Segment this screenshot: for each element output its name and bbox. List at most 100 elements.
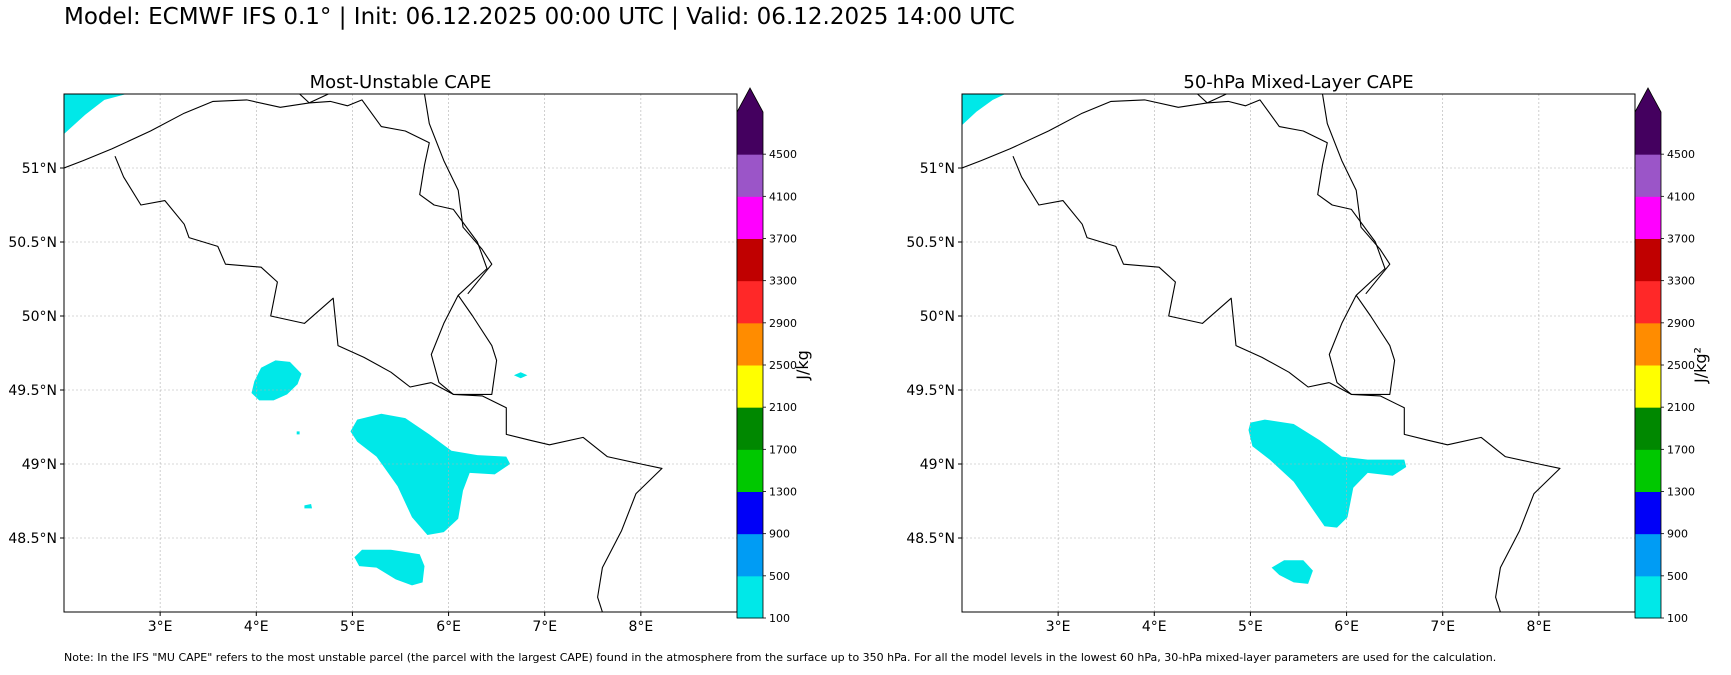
y-tick-label: 49°N [22, 457, 57, 473]
chart-figure: Most-Unstable CAPE 3°E 4°E 5°E 6°E 7°E 8°E 48.5… [8, 72, 1710, 635]
colorbar-tick-label: 100 [769, 612, 790, 625]
y-tick-label: 49°N [920, 457, 955, 473]
footnote: Note: In the IFS "MU CAPE" refers to the… [64, 651, 1497, 664]
colorbar-tick-label: 1700 [1667, 443, 1695, 456]
x-tick-label: 7°E [1430, 619, 1455, 635]
colorbar-segment [1635, 449, 1661, 492]
colorbar-segment [1635, 407, 1661, 450]
country-border [962, 94, 1227, 169]
y-tick-label: 50.5°N [8, 235, 57, 251]
y-tick-label: 50°N [22, 309, 57, 325]
colorbar-tick-label: 2500 [1667, 359, 1695, 372]
country-border [423, 94, 493, 295]
colorbar-tick-label: 4100 [1667, 190, 1695, 203]
colorbar-tick-label: 500 [1667, 570, 1688, 583]
colorbar-segment [737, 154, 763, 197]
map-area [962, 94, 1635, 612]
colorbar-segment [1635, 533, 1661, 577]
y-tick-label: 48.5°N [906, 531, 955, 547]
country-border [64, 94, 329, 169]
map-frame [63, 93, 738, 613]
colorbar-segment [1635, 154, 1661, 197]
colorbar-tick-label: 1700 [769, 443, 797, 456]
colorbar-segment [737, 575, 763, 619]
colorbar-segment [737, 112, 763, 155]
colorbar-segment [737, 533, 763, 577]
colorbar-extend-arrow [737, 88, 763, 112]
colorbar-tick-label: 1300 [1667, 486, 1695, 499]
colorbar-segment [737, 491, 763, 535]
colorbar-tick-label: 3300 [769, 275, 797, 288]
cape-area [64, 94, 127, 134]
cape-area [354, 549, 425, 586]
y-tick-label: 51°N [920, 161, 955, 177]
cape-area [304, 504, 312, 509]
x-tick-label: 5°E [1238, 619, 1263, 635]
colorbar-segment [737, 365, 763, 408]
colorbar-segment [737, 280, 763, 324]
colorbar-tick-label: 100 [1667, 612, 1688, 625]
colorbar-tick-label: 4100 [769, 190, 797, 203]
x-tick-label: 4°E [1142, 619, 1167, 635]
colorbar-segment [1635, 280, 1661, 324]
cape-area [1271, 560, 1313, 584]
colorbar-tick-label: 1300 [769, 486, 797, 499]
cape-area [513, 372, 528, 379]
panel-title: 50-hPa Mixed-Layer CAPE [1183, 72, 1413, 93]
cape-area [1248, 419, 1407, 528]
colorbar-extend-arrow [1635, 88, 1661, 112]
country-border [1197, 94, 1386, 296]
colorbar-frame [1634, 87, 1662, 619]
x-tick-label: 6°E [1334, 619, 1359, 635]
colorbar-tick-label: 3300 [1667, 275, 1695, 288]
x-tick-label: 8°E [628, 619, 653, 635]
colorbar-segment [1635, 196, 1661, 239]
cape-area [350, 413, 511, 535]
colorbar-segment [737, 196, 763, 239]
colorbar-segment [1635, 322, 1661, 366]
cape-area [962, 94, 1006, 126]
colorbar-tick-label: 4500 [769, 148, 797, 161]
x-tick-label: 6°E [436, 619, 461, 635]
y-tick-label: 50°N [920, 309, 955, 325]
cape-area [296, 431, 300, 435]
y-tick-label: 50.5°N [906, 235, 955, 251]
y-tick-label: 51°N [22, 161, 57, 177]
colorbar-tick-label: 4500 [1667, 148, 1695, 161]
colorbar-tick-label: 2100 [769, 401, 797, 414]
country-border [1328, 294, 1396, 395]
colorbar-tick-label: 3700 [769, 233, 797, 246]
colorbar-tick-label: 3700 [1667, 233, 1695, 246]
y-tick-label: 48.5°N [8, 531, 57, 547]
cape-area [251, 360, 302, 401]
colorbar-segment [1635, 238, 1661, 282]
colorbar-segment [1635, 112, 1661, 155]
colorbar-tick-label: 2500 [769, 359, 797, 372]
colorbar-segment [1635, 575, 1661, 619]
panel-most-unstable-cape: Most-Unstable CAPE 3°E 4°E 5°E 6°E 7°E 8°E 48.5… [8, 72, 812, 635]
country-border [299, 94, 488, 296]
panel-title: Most-Unstable CAPE [310, 72, 492, 93]
map-frame [961, 93, 1636, 613]
colorbar-frame [736, 87, 764, 619]
colorbar-tick-label: 900 [769, 528, 790, 541]
country-border [1329, 382, 1561, 612]
y-tick-label: 49.5°N [906, 383, 955, 399]
country-border [430, 294, 498, 395]
x-tick-label: 7°E [532, 619, 557, 635]
y-tick-label: 49.5°N [8, 383, 57, 399]
x-tick-label: 3°E [1046, 619, 1071, 635]
x-tick-label: 3°E [148, 619, 173, 635]
colorbar-tick-label: 2900 [1667, 317, 1695, 330]
x-tick-label: 4°E [244, 619, 269, 635]
colorbar-tick-label: 500 [769, 570, 790, 583]
colorbar-segment [737, 322, 763, 366]
country-border [431, 382, 663, 612]
map-area [64, 94, 737, 612]
colorbar-label: J/kg² [1691, 347, 1710, 384]
colorbar-segment [737, 449, 763, 492]
country-border [1321, 94, 1391, 295]
x-tick-label: 5°E [340, 619, 365, 635]
colorbar-tick-label: 2100 [1667, 401, 1695, 414]
colorbar-tick-label: 2900 [769, 317, 797, 330]
